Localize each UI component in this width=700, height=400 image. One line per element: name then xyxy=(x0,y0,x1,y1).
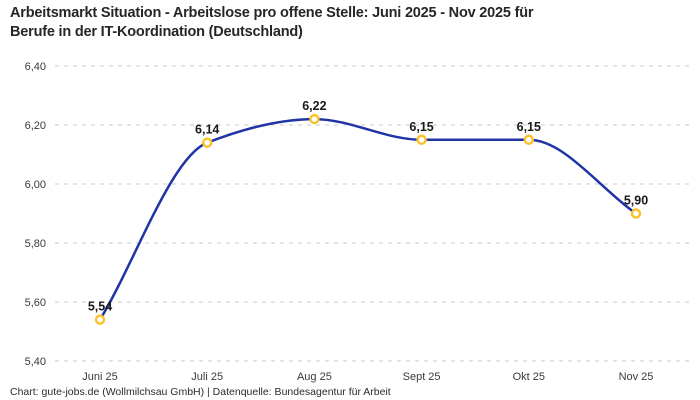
data-point-marker xyxy=(201,137,213,148)
data-point-marker xyxy=(523,134,534,145)
data-point-label: 6,14 xyxy=(195,123,219,137)
data-point-marker xyxy=(309,113,320,125)
data-point-marker xyxy=(416,134,427,145)
y-axis-tick-label: 5,60 xyxy=(25,297,46,309)
chart-title-line1: Arbeitsmarkt Situation - Arbeitslose pro… xyxy=(10,5,534,21)
x-axis-label: Nov 25 xyxy=(619,371,654,383)
data-point-marker xyxy=(94,314,106,325)
data-point-label: 6,15 xyxy=(517,120,541,134)
y-axis-tick-label: 6,40 xyxy=(25,61,46,73)
x-axis-label: Okt 25 xyxy=(513,371,545,383)
chart-title: Arbeitsmarkt Situation - Arbeitslose pro… xyxy=(10,4,688,42)
chart-credit: Chart: gute-jobs.de (Wollmilchsau GmbH) … xyxy=(10,386,391,398)
data-point-label: 6,15 xyxy=(409,120,433,134)
x-axis-label: Juni 25 xyxy=(82,371,117,383)
data-point-label: 5,90 xyxy=(624,194,648,208)
y-axis-tick-label: 5,80 xyxy=(25,238,46,250)
chart-title-line2: Berufe in der IT-Koordination (Deutschla… xyxy=(10,24,303,40)
data-point-label: 5,54 xyxy=(88,300,112,314)
x-axis-label: Sept 25 xyxy=(403,371,441,383)
y-axis-tick-label: 6,00 xyxy=(25,179,46,191)
x-axis-label: Aug 25 xyxy=(297,371,332,383)
data-point-label: 6,22 xyxy=(302,99,326,113)
series-line xyxy=(98,117,638,321)
data-point-marker xyxy=(630,208,642,219)
y-axis-tick-label: 5,40 xyxy=(25,356,46,368)
x-axis-label: Juli 25 xyxy=(191,371,223,383)
y-axis-tick-label: 6,20 xyxy=(25,120,46,132)
